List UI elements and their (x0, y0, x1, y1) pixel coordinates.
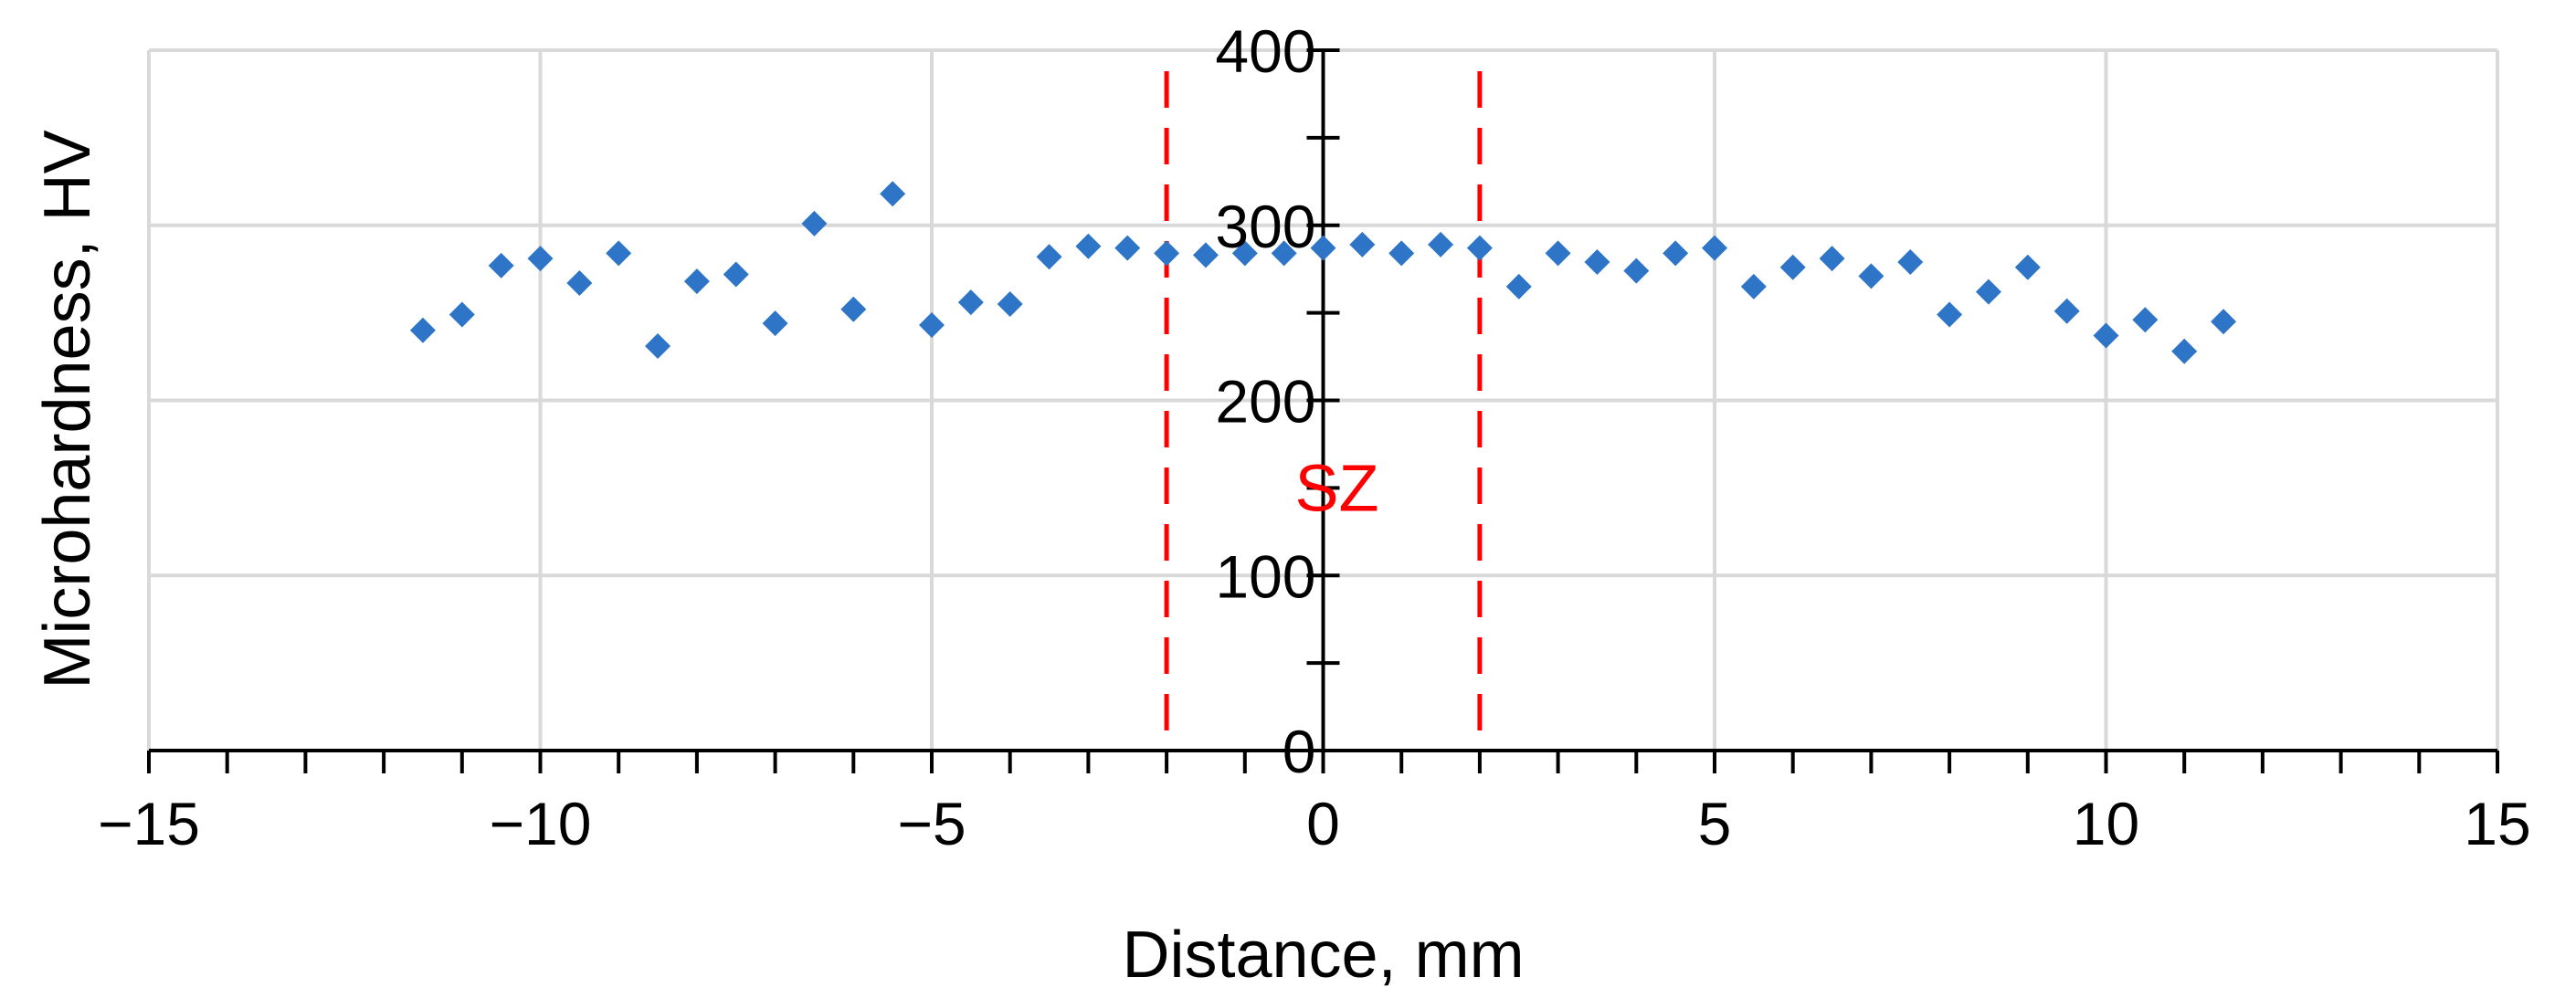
data-point (527, 246, 554, 272)
data-point (2093, 322, 2119, 349)
data-point (919, 312, 945, 339)
y-tick-labels: 0 100 200 300 400 (1215, 17, 1315, 785)
data-point (1192, 242, 1219, 268)
data-point (762, 310, 788, 337)
data-point (801, 210, 828, 236)
data-point (1428, 231, 1454, 257)
x-tick-labels: −15 −10 −5 0 5 10 15 (98, 790, 2531, 857)
data-point (997, 291, 1023, 318)
y-tick-label: 0 (1283, 718, 1316, 785)
data-point (566, 270, 593, 297)
data-point (1740, 273, 1767, 299)
data-point (1154, 240, 1180, 267)
data-point (2211, 309, 2237, 335)
x-axis (147, 749, 2499, 773)
x-tick-label: 5 (1698, 790, 1732, 857)
data-points (409, 181, 2237, 364)
y-axis-title: Microhardness, HV (31, 130, 104, 688)
data-point (1349, 231, 1376, 257)
y-tick-label: 100 (1215, 542, 1315, 610)
data-point (1779, 254, 1806, 280)
data-point (1819, 246, 1845, 272)
data-point (880, 181, 906, 207)
stir-zone-label: SZ (1294, 452, 1378, 525)
data-point (1036, 244, 1062, 270)
data-point (2171, 338, 2198, 364)
x-tick-label: −10 (490, 790, 592, 857)
x-tick-label: −15 (98, 790, 200, 857)
data-point (606, 240, 632, 267)
y-axis (1306, 48, 1340, 752)
data-point (1114, 235, 1141, 261)
data-point (488, 252, 514, 278)
data-point (1388, 240, 1415, 267)
data-point (1545, 240, 1571, 267)
data-point (840, 296, 867, 322)
data-point (1937, 301, 1963, 328)
data-point (1310, 235, 1336, 261)
x-tick-label: −5 (897, 790, 966, 857)
data-point (449, 301, 475, 328)
data-point (1858, 263, 1884, 289)
stir-zone-boundaries (1164, 71, 1483, 751)
data-point (1663, 240, 1689, 267)
data-point (2014, 254, 2041, 280)
data-point (1623, 257, 1650, 284)
y-tick-label: 400 (1215, 17, 1315, 85)
data-point (723, 261, 749, 288)
data-point (1897, 249, 1924, 276)
x-tick-label: 10 (2073, 790, 2139, 857)
data-point (645, 333, 671, 360)
y-tick-label: 200 (1215, 368, 1315, 436)
data-point (1584, 249, 1610, 276)
data-point (2132, 307, 2159, 333)
x-tick-label: 0 (1306, 790, 1340, 857)
data-point (1702, 235, 1727, 261)
data-point (1075, 233, 1102, 259)
data-point (1975, 278, 2001, 305)
data-point (1505, 273, 1532, 299)
data-point (1466, 235, 1493, 261)
data-point (1231, 240, 1258, 267)
data-point (409, 317, 436, 343)
data-point (2053, 298, 2080, 324)
data-point (1271, 240, 1297, 267)
data-point (683, 268, 710, 295)
x-tick-label: 15 (2464, 790, 2530, 857)
x-axis-title: Distance, mm (1122, 919, 1524, 992)
data-point (957, 289, 984, 316)
y-tick-label: 300 (1215, 193, 1315, 260)
